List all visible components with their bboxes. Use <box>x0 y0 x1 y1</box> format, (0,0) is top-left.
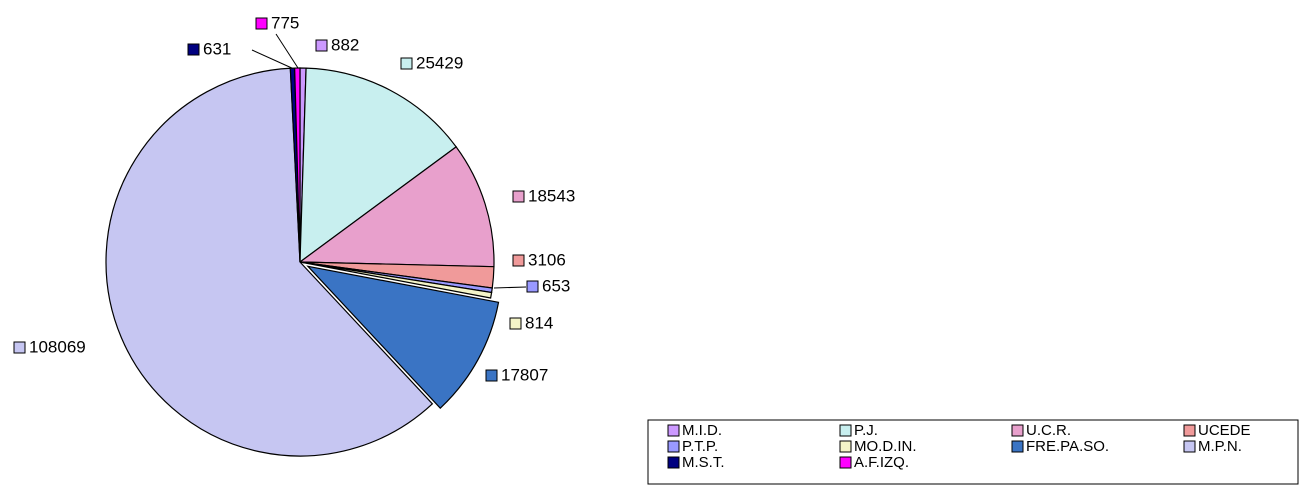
data-label: 882 <box>331 35 359 54</box>
legend-key <box>839 456 852 469</box>
leader-line <box>275 33 299 69</box>
legend-key <box>1183 424 1196 437</box>
data-label: 814 <box>525 313 553 332</box>
legend-key <box>667 440 680 453</box>
label-key <box>315 39 328 52</box>
legend-label: M.I.D. <box>682 422 722 439</box>
legend-label: MO.D.IN. <box>854 438 917 455</box>
data-label: 631 <box>203 39 231 58</box>
label-key <box>512 254 525 267</box>
legend-label: FRE.PA.SO. <box>1026 438 1109 455</box>
legend-key <box>667 424 680 437</box>
legend-label: M.S.T. <box>682 454 725 471</box>
legend-label: UCEDE <box>1198 422 1251 439</box>
pie-slice <box>298 146 495 268</box>
data-label: 25429 <box>416 53 463 72</box>
label-key <box>509 317 522 330</box>
legend-key <box>1011 424 1024 437</box>
label-key <box>485 369 498 382</box>
label-key <box>187 43 200 56</box>
data-label: 108069 <box>29 337 86 356</box>
data-label: 653 <box>542 276 570 295</box>
pie-slice <box>105 67 434 457</box>
legend-label: P.T.P. <box>682 438 718 455</box>
label-key <box>400 57 413 70</box>
legend-label: U.C.R. <box>1026 422 1071 439</box>
pie-slice <box>299 261 493 299</box>
label-key <box>13 341 26 354</box>
label-key <box>526 280 539 293</box>
data-label: 775 <box>271 13 299 32</box>
data-label: 18543 <box>528 186 575 205</box>
pie-slice <box>306 265 500 410</box>
pie-slice <box>294 67 301 263</box>
legend-label: M.P.N. <box>1198 438 1242 455</box>
label-key <box>512 190 525 203</box>
data-label: 3106 <box>528 250 566 269</box>
legend-key <box>667 456 680 469</box>
legend-key <box>839 424 852 437</box>
legend-key <box>839 440 852 453</box>
leader-line <box>493 286 527 289</box>
label-key <box>255 17 268 30</box>
legend-key <box>1011 440 1024 453</box>
pie-slice <box>299 67 457 264</box>
leader-line <box>251 49 295 70</box>
legend-label: A.F.IZQ. <box>854 454 909 471</box>
legend-key <box>1183 440 1196 453</box>
data-label: 17807 <box>501 365 548 384</box>
legend-label: P.J. <box>854 422 878 439</box>
